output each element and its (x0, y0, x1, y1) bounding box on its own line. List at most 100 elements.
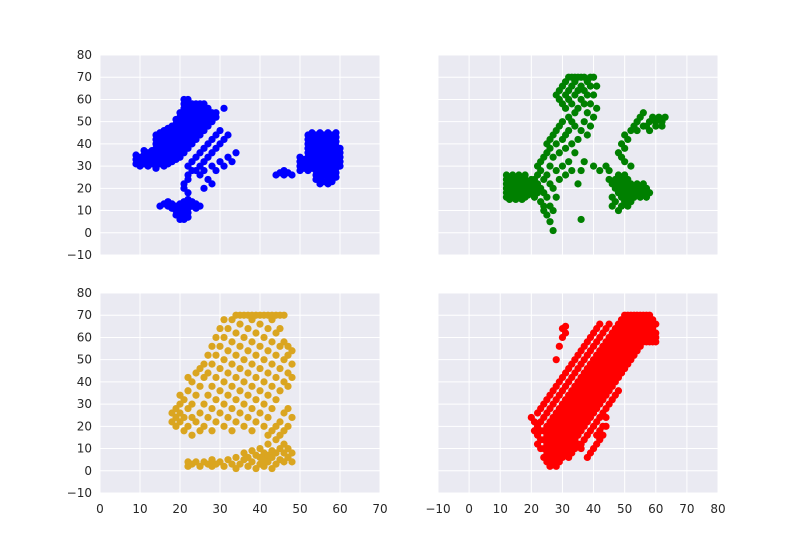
data-point (204, 369, 212, 377)
data-point (574, 135, 582, 144)
data-point (208, 404, 216, 413)
data-point (184, 387, 192, 395)
y-tick-label: 50 (77, 115, 92, 129)
data-point (586, 100, 595, 108)
x-tick-label: 70 (372, 502, 387, 516)
panel-top-left: −10 0 10 20 30 40 50 60 70 80 (67, 48, 381, 262)
data-point (216, 364, 224, 373)
data-point (589, 162, 598, 170)
data-point (552, 166, 560, 175)
data-point (192, 391, 200, 399)
data-point (244, 347, 252, 355)
scatter-series (502, 73, 669, 235)
data-point (577, 215, 585, 224)
scatter-series (527, 311, 660, 470)
data-point (228, 360, 236, 368)
data-point (284, 404, 292, 413)
data-point (288, 360, 296, 368)
data-point (192, 418, 200, 426)
data-point (232, 418, 240, 426)
data-point (596, 166, 604, 175)
data-point (552, 193, 560, 201)
data-point (200, 400, 208, 408)
data-point (280, 311, 288, 319)
data-point (208, 342, 216, 350)
data-point (204, 391, 212, 399)
data-point (200, 184, 208, 192)
data-point (212, 333, 220, 342)
data-point (272, 351, 280, 359)
data-point (276, 364, 284, 373)
data-point (220, 162, 228, 170)
data-point (212, 351, 220, 359)
data-point (220, 422, 228, 430)
data-point (232, 149, 240, 157)
data-point (568, 166, 576, 175)
data-point (561, 329, 570, 337)
data-point (589, 73, 598, 81)
data-point (212, 166, 220, 175)
data-point (288, 458, 296, 466)
data-point (264, 391, 272, 399)
panel-top-right (437, 54, 719, 256)
data-point (284, 422, 292, 430)
data-point (200, 360, 208, 368)
data-point (236, 387, 244, 395)
data-point (232, 329, 240, 337)
data-point (240, 378, 248, 386)
data-point (558, 118, 567, 126)
data-point (224, 391, 232, 399)
data-point (268, 360, 276, 368)
data-point (589, 91, 598, 99)
panel-bottom-left: 0 10 20 30 40 50 60 70 −10 0 10 20 30 40 50 60 70 80 (67, 286, 388, 516)
data-point (256, 387, 264, 395)
data-point (228, 338, 236, 346)
y-tick-label: 0 (84, 464, 92, 478)
data-point (220, 333, 228, 342)
data-point (552, 140, 560, 148)
data-point (216, 409, 224, 417)
data-point (546, 162, 554, 170)
data-point (228, 404, 236, 413)
data-point (645, 189, 654, 197)
data-point (244, 391, 252, 399)
data-point (260, 422, 268, 430)
data-point (552, 356, 560, 364)
data-point (252, 373, 260, 382)
data-point (543, 171, 551, 179)
data-point (232, 373, 240, 382)
x-tick-label: 50 (292, 502, 307, 516)
data-point (264, 413, 272, 422)
data-point (580, 100, 588, 108)
data-point (589, 113, 598, 121)
data-point (196, 409, 204, 417)
x-tick-label: 40 (252, 502, 267, 516)
data-point (248, 458, 256, 466)
x-tick-label: 60 (332, 502, 347, 516)
y-tick-label: 40 (77, 375, 92, 389)
data-point (583, 131, 591, 139)
data-point (232, 396, 240, 404)
data-point (549, 184, 557, 192)
data-point (220, 462, 228, 470)
data-point (565, 126, 573, 135)
data-point (561, 104, 570, 112)
data-point (288, 347, 296, 355)
data-point (256, 409, 264, 417)
y-tick-label: 60 (77, 92, 92, 106)
data-point (568, 140, 576, 148)
data-point (546, 144, 554, 152)
data-point (220, 400, 228, 408)
data-point (260, 400, 268, 408)
data-point (236, 409, 244, 417)
data-point (639, 109, 647, 117)
data-point (276, 387, 284, 395)
data-point (561, 144, 570, 152)
data-point (196, 171, 204, 179)
data-point (232, 351, 240, 359)
data-point (256, 320, 264, 328)
data-point (565, 453, 573, 462)
y-tick-label: 60 (77, 330, 92, 344)
data-point (268, 404, 276, 413)
data-point (540, 202, 548, 210)
